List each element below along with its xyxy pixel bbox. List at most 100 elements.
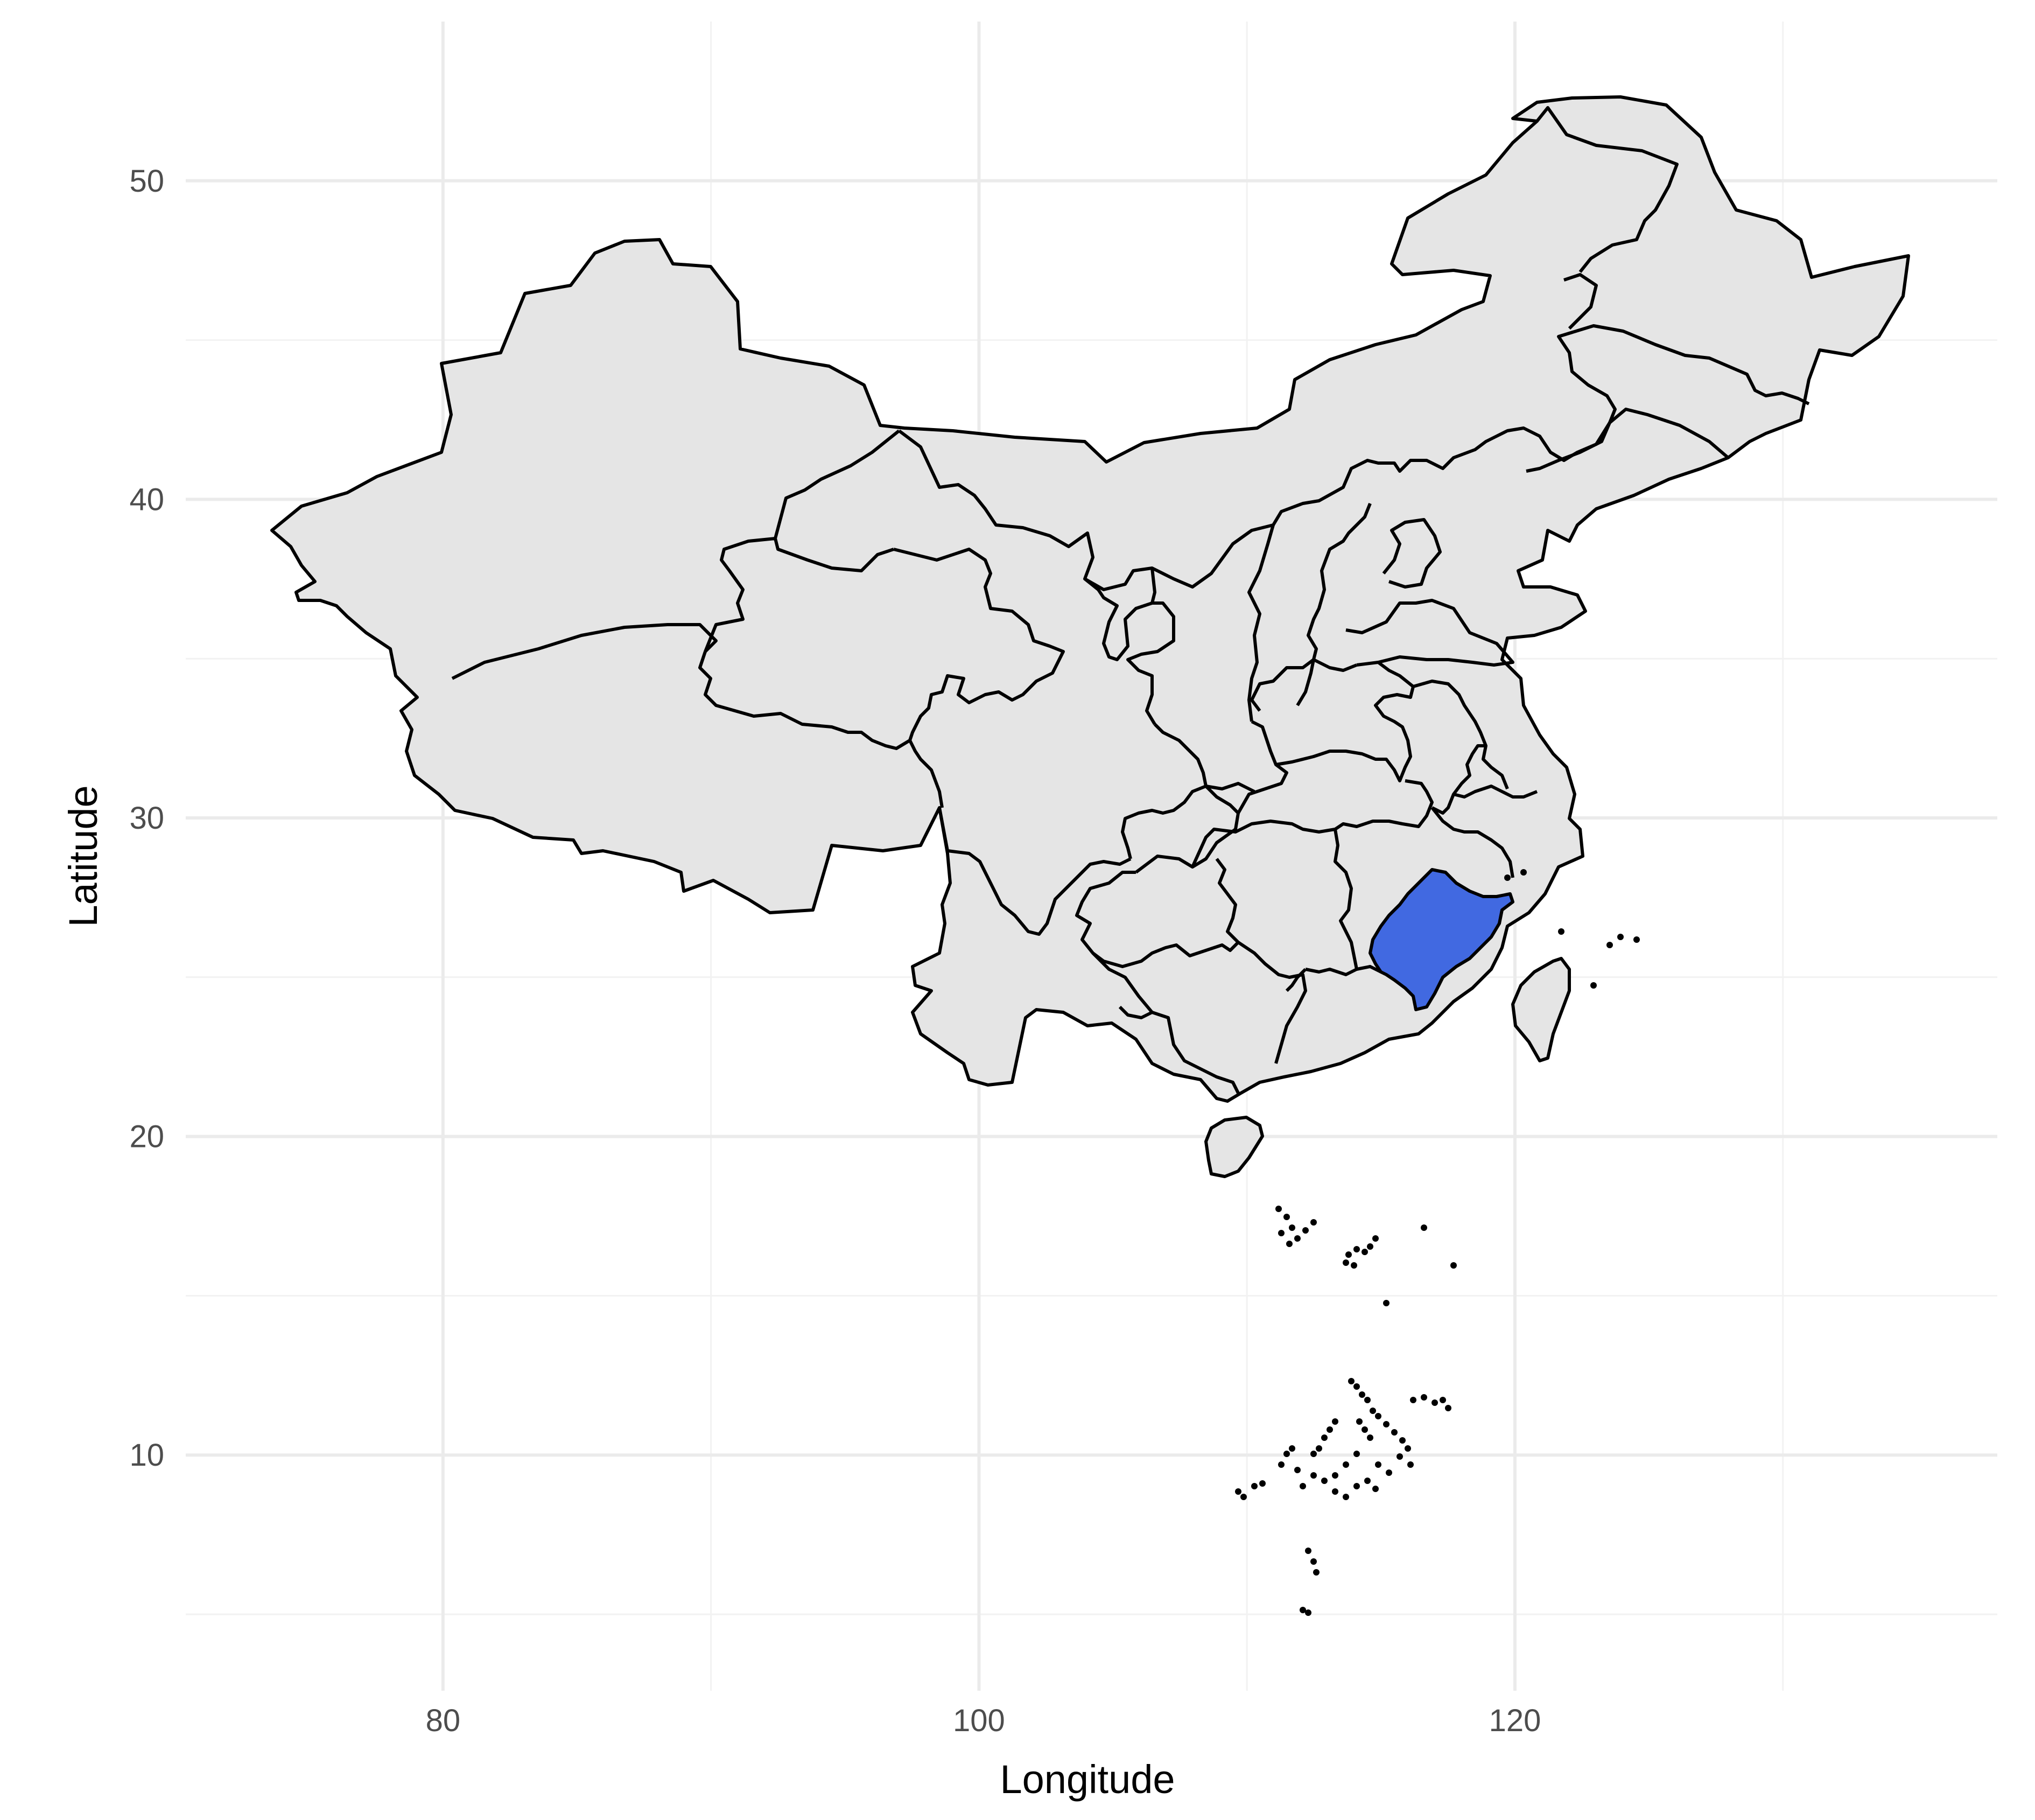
border-hunan-guangdong xyxy=(1285,968,1307,992)
border-hebei-shanxi xyxy=(1296,502,1372,706)
border-heilongjiang-jilin xyxy=(1557,324,1810,424)
hainan xyxy=(1204,1116,1264,1178)
island-dot xyxy=(1362,1426,1368,1433)
island-dot xyxy=(1294,1235,1301,1242)
island-dot xyxy=(1440,1397,1446,1403)
island-dot xyxy=(1313,1569,1320,1576)
border-heilongjiang-neimenggu xyxy=(1535,106,1679,330)
border-shaanxi-ningxia-gansu xyxy=(1084,568,1175,725)
x-axis-title: Longitude xyxy=(1000,1757,1175,1802)
island-dot xyxy=(1372,1235,1379,1242)
border-hebei-shandong xyxy=(1345,599,1514,667)
province-borders xyxy=(451,106,1810,1094)
border-gansu-neimenggu xyxy=(898,422,1611,591)
island-dot xyxy=(1504,874,1511,881)
island-dot xyxy=(1302,1227,1309,1234)
island-dot xyxy=(1300,1607,1306,1613)
y-tick-label: 50 xyxy=(129,164,164,199)
border-xinjiang-qinghai xyxy=(704,537,894,653)
china-mainland xyxy=(270,95,1910,1103)
border-shanxi-shaanxi xyxy=(1247,524,1275,722)
island-dot xyxy=(1286,1241,1293,1247)
island-dot xyxy=(1310,1472,1317,1479)
island-dot xyxy=(1294,1467,1301,1473)
island-dot xyxy=(1356,1418,1363,1425)
island-dot xyxy=(1321,1478,1328,1484)
island-dot xyxy=(1275,1206,1282,1212)
island-dot xyxy=(1283,1214,1290,1220)
island-dot xyxy=(1362,1249,1368,1255)
island-dot xyxy=(1421,1394,1427,1401)
island-dot xyxy=(1283,1451,1290,1457)
island-dot xyxy=(1353,1383,1360,1390)
island-dot xyxy=(1278,1230,1285,1236)
island-dot xyxy=(1300,1483,1306,1489)
island-dot xyxy=(1332,1488,1338,1495)
y-tick-label: 30 xyxy=(129,801,164,836)
island-dot xyxy=(1375,1413,1381,1419)
island-dot xyxy=(1399,1437,1406,1444)
x-tick-label: 80 xyxy=(426,1703,461,1738)
x-axis-ticks: 80 100 120 xyxy=(426,1703,1541,1738)
island-dot xyxy=(1405,1445,1411,1452)
island-dot xyxy=(1305,1609,1311,1616)
taiwan xyxy=(1511,957,1571,1062)
axes: 80 100 120 10 20 30 40 50 Longitude Latitude xyxy=(61,164,1541,1802)
border-jiangsu-anhui-zhejiang xyxy=(1413,680,1538,815)
island-dot xyxy=(1240,1494,1247,1500)
island-dot xyxy=(1372,1486,1379,1492)
border-sichuan-xizang xyxy=(908,739,944,808)
island-dot xyxy=(1590,982,1597,989)
border-hebei-beijing xyxy=(1382,518,1442,589)
island-dot xyxy=(1327,1426,1333,1433)
islands xyxy=(1235,869,1640,1616)
island-dot xyxy=(1343,1461,1349,1468)
border-sichuan-chongqing xyxy=(1121,723,1240,874)
island-dot xyxy=(1251,1483,1258,1489)
island-dot xyxy=(1450,1262,1457,1269)
y-axis-title: Latitude xyxy=(61,785,106,927)
island-dot xyxy=(1259,1480,1266,1487)
island-dot xyxy=(1445,1405,1451,1411)
border-xinjiang-gansu xyxy=(774,429,900,539)
island-dot xyxy=(1305,1548,1311,1554)
y-tick-label: 20 xyxy=(129,1119,164,1154)
island-dot xyxy=(1348,1378,1355,1384)
y-tick-label: 40 xyxy=(129,482,164,517)
y-tick-label: 10 xyxy=(129,1438,164,1473)
island-dot xyxy=(1367,1434,1373,1441)
island-dot xyxy=(1407,1461,1414,1468)
island-dot xyxy=(1606,942,1613,948)
island-dot xyxy=(1289,1224,1295,1231)
island-dot xyxy=(1278,1461,1285,1468)
island-dot xyxy=(1310,1219,1317,1226)
island-dot xyxy=(1343,1259,1349,1266)
island-dot xyxy=(1520,869,1527,876)
island-dot xyxy=(1383,1421,1390,1427)
border-liaoning-jilin xyxy=(1526,408,1729,473)
border-sichuan-yunnan xyxy=(938,807,1132,936)
island-dot xyxy=(1351,1262,1357,1269)
island-dot xyxy=(1364,1478,1371,1484)
island-dot xyxy=(1332,1472,1338,1479)
island-dot xyxy=(1310,1451,1317,1457)
border-henan-hubei-anhui xyxy=(1237,661,1415,814)
island-dot xyxy=(1353,1451,1360,1457)
border-guangxi xyxy=(1091,941,1307,1094)
island-dot xyxy=(1289,1445,1295,1452)
island-dot xyxy=(1345,1251,1352,1258)
island-dot xyxy=(1397,1453,1403,1460)
island-dot xyxy=(1316,1445,1322,1452)
island-dot xyxy=(1353,1246,1360,1252)
border-shandong-henan xyxy=(1250,658,1358,712)
island-dot xyxy=(1321,1434,1328,1441)
island-dot xyxy=(1386,1469,1392,1476)
x-tick-label: 120 xyxy=(1489,1703,1541,1738)
border-zhejiang-fujian xyxy=(1430,807,1514,878)
island-dot xyxy=(1633,936,1640,943)
island-dot xyxy=(1375,1461,1381,1468)
island-dot xyxy=(1617,934,1624,940)
island-dot xyxy=(1558,928,1564,935)
island-dot xyxy=(1410,1397,1416,1403)
